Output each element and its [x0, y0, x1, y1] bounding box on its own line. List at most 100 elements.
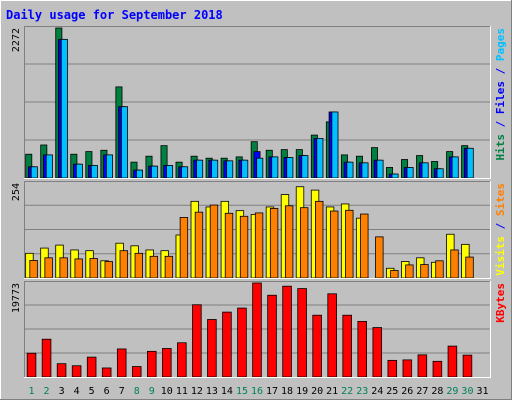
bar-sites-day-11 [179, 217, 189, 279]
day-label-26: 26 [401, 386, 413, 397]
day-label-23: 23 [356, 386, 368, 397]
bar-pages-day-9 [151, 165, 159, 179]
bar-pages-day-30 [466, 147, 474, 179]
bar-sites-day-16 [254, 212, 264, 279]
bar-sites-day-12 [194, 211, 204, 279]
bar-pages-day-7 [121, 106, 128, 179]
bar-pages-day-6 [105, 154, 113, 179]
bar-kbytes-day-28 [432, 360, 443, 378]
bar-kbytes-day-13 [207, 319, 217, 378]
day-label-11: 11 [176, 386, 188, 397]
bar-sites-day-15 [239, 215, 249, 279]
bar-kbytes-day-1 [26, 352, 37, 378]
bar-pages-day-18 [286, 157, 294, 179]
bar-sites-day-28 [435, 260, 444, 279]
panel-max-label: 254 [11, 183, 22, 201]
bar-sites-day-3 [59, 257, 68, 279]
bar-pages-day-11 [181, 166, 189, 179]
bar-sites-day-18 [284, 205, 294, 279]
legend-part: Sites [494, 183, 507, 216]
bar-sites-day-26 [405, 264, 414, 279]
chart-title: Daily usage for September 2018 [6, 8, 223, 22]
legend-part: Hits [494, 134, 507, 161]
legend-part: Pages [494, 28, 507, 61]
day-label-20: 20 [311, 386, 323, 397]
bar-sites-day-13 [209, 204, 219, 279]
chart-panels: 2272 Hits / Files / Pages 254 Visits / Site… [11, 26, 507, 378]
bar-pages-day-17 [271, 156, 279, 179]
day-label-3: 3 [59, 386, 65, 397]
legend-part: / [494, 216, 507, 236]
bar-sites-day-29 [450, 249, 459, 279]
bar-kbytes-day-3 [56, 363, 67, 378]
day-label-8: 8 [134, 386, 140, 397]
bar-pages-day-22 [346, 161, 354, 179]
bar-kbytes-day-14 [222, 311, 232, 378]
day-label-24: 24 [371, 386, 383, 397]
bar-pages-day-25 [391, 173, 399, 179]
day-label-22: 22 [341, 386, 353, 397]
bar-sites-day-27 [420, 264, 429, 279]
day-label-18: 18 [281, 386, 293, 397]
panel-side-legend: Visits / Sites [494, 183, 507, 276]
panel-kbytes: 19773 KBytes [11, 281, 507, 378]
bar-kbytes-day-15 [237, 307, 247, 378]
bar-kbytes-day-19 [297, 288, 307, 378]
bar-sites-day-4 [74, 258, 83, 279]
bar-pages-day-12 [196, 159, 204, 179]
bar-sites-day-14 [224, 212, 234, 279]
bar-kbytes-day-9 [147, 350, 157, 378]
day-axis: 1 2 3 4 5 6 7 8 9 10 11 12 13 14 15 16 17 18 19 20 21 22 23 24 2… [29, 386, 489, 397]
bar-pages-day-28 [436, 168, 444, 179]
bar-pages-day-14 [226, 160, 234, 179]
day-label-31: 31 [476, 386, 488, 397]
bar-pages-day-2 [45, 154, 53, 179]
bar-pages-day-5 [90, 165, 98, 179]
bar-sites-day-7 [119, 250, 128, 279]
bar-pages-day-20 [316, 137, 324, 179]
bar-pages-day-24 [376, 159, 384, 179]
bar-kbytes-day-8 [131, 366, 142, 378]
day-label-15: 15 [236, 386, 248, 397]
legend-part: Visits [494, 236, 507, 276]
day-label-6: 6 [104, 386, 110, 397]
bar-sites-day-23 [360, 213, 369, 279]
bar-sites-day-25 [390, 270, 399, 279]
day-label-7: 7 [119, 386, 125, 397]
bar-kbytes-day-6 [101, 367, 112, 378]
day-label-12: 12 [191, 386, 203, 397]
day-label-1: 1 [29, 386, 35, 397]
bar-kbytes-day-20 [312, 314, 322, 378]
bar-kbytes-day-11 [177, 342, 187, 378]
bar-kbytes-day-23 [357, 320, 367, 378]
bar-pages-day-13 [211, 159, 219, 179]
bar-kbytes-day-27 [417, 354, 428, 378]
bar-kbytes-day-22 [342, 314, 352, 378]
panel-max-label: 19773 [11, 283, 22, 313]
bar-kbytes-day-16 [252, 282, 262, 378]
bar-pages-day-3 [60, 38, 68, 179]
bar-pages-day-23 [361, 162, 369, 179]
legend-part: / [494, 114, 507, 134]
bar-kbytes-day-24 [372, 327, 383, 378]
day-label-29: 29 [446, 386, 458, 397]
bar-sites-day-30 [465, 256, 474, 279]
panel-side-legend: Hits / Files / Pages [494, 28, 507, 161]
bar-pages-day-26 [406, 167, 414, 179]
panel-visits-sites: 254 Visits / Sites [11, 181, 507, 279]
bar-pages-day-10 [166, 165, 174, 179]
legend-part: KBytes [494, 283, 507, 323]
panel-side-legend: KBytes [494, 283, 507, 323]
day-label-14: 14 [221, 386, 233, 397]
bar-sites-day-5 [89, 258, 98, 279]
bar-sites-day-20 [315, 200, 324, 279]
bar-pages-day-15 [241, 159, 249, 179]
day-label-19: 19 [296, 386, 308, 397]
day-label-28: 28 [431, 386, 443, 397]
bar-sites-day-10 [164, 255, 174, 279]
day-label-25: 25 [386, 386, 398, 397]
bar-sites-day-1 [29, 260, 38, 279]
bar-kbytes-day-5 [86, 356, 97, 378]
bar-sites-day-24 [375, 236, 384, 279]
